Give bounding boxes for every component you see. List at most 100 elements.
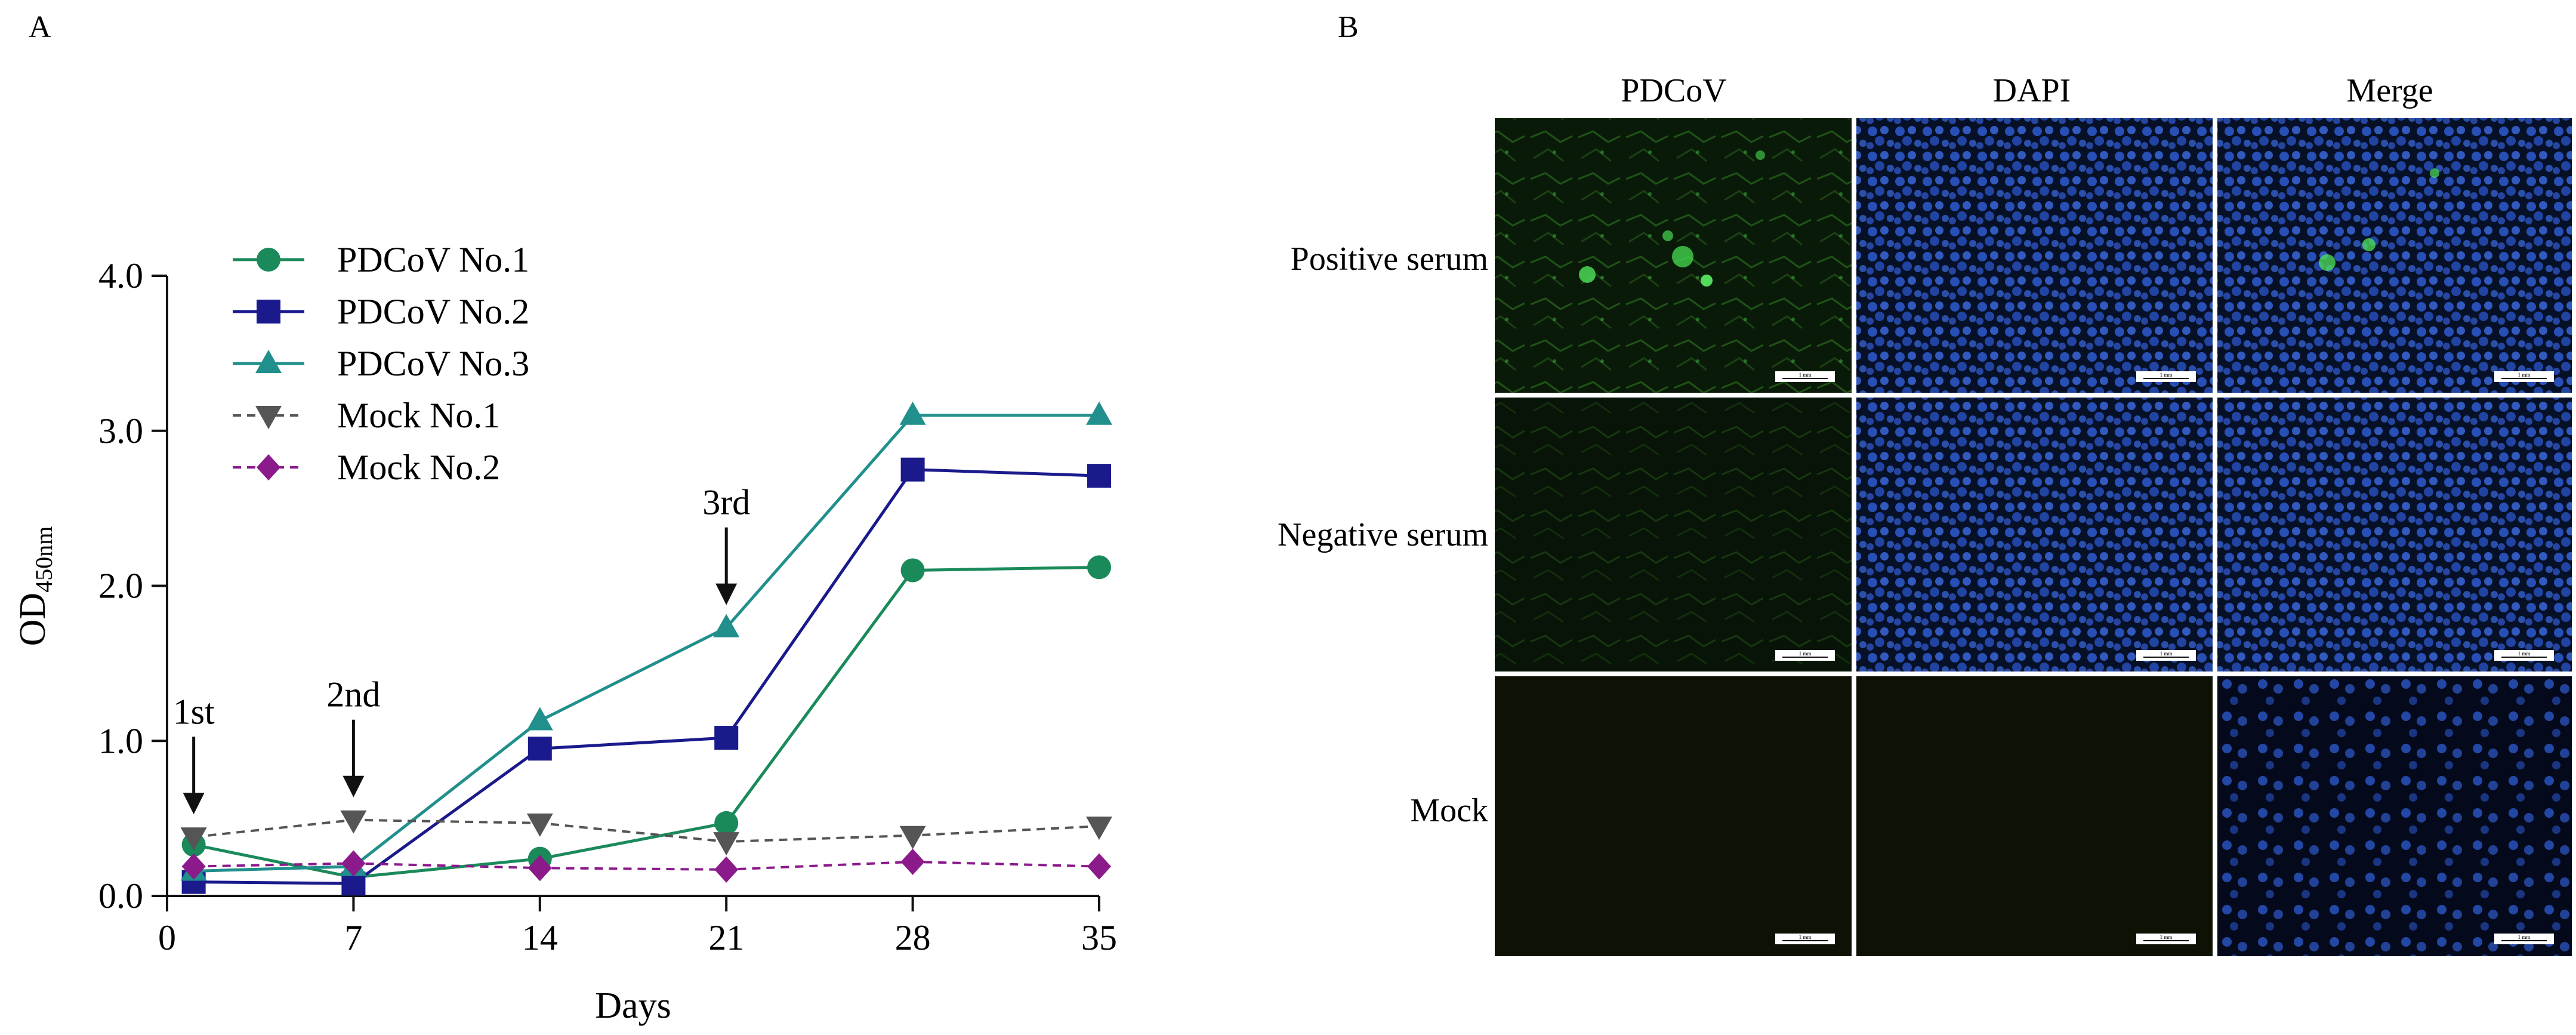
series-pdcov-no-2	[181, 457, 1111, 896]
series-mock-no-1	[180, 810, 1112, 856]
data-point	[341, 850, 366, 877]
scale-bar-label: 1 mm	[1799, 372, 1812, 378]
green-signal-cluster	[1579, 150, 1765, 287]
arrow-head	[715, 583, 738, 605]
series-mock-no-2	[181, 848, 1111, 883]
y-tick-label: 4.0	[98, 256, 143, 295]
data-point	[181, 853, 206, 880]
data-point	[713, 832, 740, 856]
x-tick-label: 28	[895, 918, 931, 957]
legend-label: Mock No.1	[337, 396, 500, 435]
data-point	[526, 707, 553, 731]
data-point	[1087, 853, 1111, 880]
micrograph-positive-dapi	[1856, 118, 2214, 394]
scale-bar-box	[2136, 934, 2196, 944]
data-point	[526, 813, 553, 837]
legend-entry: PDCoV No.1	[233, 240, 529, 279]
grid-separators	[1495, 118, 2572, 956]
micrograph-mock-dapi	[1856, 676, 2214, 956]
row-label-negative-serum: Negative serum	[1278, 516, 1488, 553]
scale-bar-label: 1 mm	[1799, 651, 1812, 657]
scale-bar: 1 mm	[2494, 371, 2554, 382]
micrograph-mock-merge	[2214, 676, 2572, 956]
legend-label: PDCoV No.2	[337, 292, 529, 331]
micrograph-negative-merge	[2214, 397, 2572, 673]
injection-arrow: 3rd	[702, 483, 750, 605]
annotation-layer: 1st 2nd 3rd	[173, 483, 750, 815]
series-pdcov-no-3	[180, 401, 1112, 881]
y-tick-label: 1.0	[98, 721, 143, 760]
micrograph-grid: PDCoV DAPI Merge Positive serum Negative…	[1278, 72, 2572, 956]
injection-arrow: 1st	[173, 692, 215, 815]
data-point	[1086, 401, 1112, 425]
legend-entry: Mock No.2	[233, 448, 500, 487]
series-line	[193, 860, 1100, 871]
series-layer	[180, 401, 1112, 896]
series-line	[193, 414, 1099, 873]
legend-label: PDCoV No.1	[337, 240, 529, 279]
legend-marker	[257, 300, 280, 324]
data-point	[527, 855, 552, 882]
scale-bar: 1 mm	[2136, 934, 2196, 944]
micrograph-negative-dapi	[1856, 397, 2214, 673]
column-label-pdcov: PDCoV	[1621, 72, 1726, 109]
scale-bar: 1 mm	[1775, 934, 1835, 944]
merge-green-signal	[2319, 168, 2439, 271]
data-point	[527, 737, 552, 761]
legend-marker	[257, 454, 280, 480]
x-tick-label: 21	[708, 918, 744, 957]
legend-entry: PDCoV No.2	[233, 292, 529, 331]
chart-legend: PDCoV No.1 PDCoV No.2 PDCoV No.3 Mock No.1 M…	[233, 240, 529, 487]
data-point	[900, 457, 925, 482]
data-point	[180, 827, 207, 851]
x-tick-label: 7	[344, 918, 362, 957]
y-tick-label: 3.0	[98, 411, 143, 451]
data-point	[714, 811, 739, 835]
data-point	[1087, 555, 1111, 580]
scale-bar-box	[2494, 934, 2554, 944]
x-tick-label: 0	[158, 918, 176, 957]
injection-label: 3rd	[702, 483, 750, 522]
scale-bar-box	[1775, 934, 1835, 944]
data-point	[1087, 464, 1111, 488]
micrograph-positive-merge	[2214, 118, 2572, 394]
panel-b-label: B	[1338, 10, 1359, 44]
series-pdcov-no-1	[181, 555, 1111, 889]
series-line	[193, 468, 1100, 885]
scale-bar-box	[1775, 650, 1835, 661]
scale-bar-box	[2136, 371, 2196, 382]
scale-bar-box	[2494, 371, 2554, 382]
data-point	[340, 810, 367, 834]
scale-bar: 1 mm	[1775, 371, 1835, 382]
data-point	[899, 401, 926, 425]
injection-arrow: 2nd	[326, 675, 380, 797]
data-point	[899, 825, 926, 849]
y-tick-label: 0.0	[98, 876, 143, 916]
data-point	[900, 848, 925, 875]
chart-axes	[166, 276, 1099, 897]
column-label-dapi: DAPI	[1993, 72, 2071, 109]
row-label-positive-serum: Positive serum	[1291, 241, 1488, 278]
axis-ticks	[152, 275, 1100, 911]
scale-bar-box	[2136, 650, 2196, 661]
scale-bar: 1 mm	[2494, 934, 2554, 944]
scale-bar-label: 1 mm	[2160, 372, 2173, 378]
data-point	[714, 856, 739, 883]
x-axis-title: Days	[595, 985, 671, 1026]
injection-label: 2nd	[326, 675, 380, 714]
legend-entry: Mock No.1	[233, 396, 500, 435]
scale-bar-label: 1 mm	[2518, 651, 2531, 657]
legend-entry: PDCoV No.3	[233, 344, 529, 383]
arrow-head	[343, 775, 365, 797]
legend-label: Mock No.2	[337, 448, 500, 487]
x-tick-label: 14	[522, 918, 558, 957]
legend-marker	[257, 248, 280, 272]
legend-marker	[255, 350, 282, 373]
arrow-head	[183, 793, 205, 815]
axis-tick-labels: 0.0 1.0 2.0 3.0 4.0 0 7 14 21 28 35	[98, 256, 1117, 957]
micrograph-mock-pdcov	[1495, 676, 1853, 956]
scale-bar-box	[2494, 650, 2554, 661]
micrograph-negative-pdcov	[1495, 397, 1853, 673]
series-line	[193, 818, 1100, 843]
scale-bar: 1 mm	[2136, 650, 2196, 661]
